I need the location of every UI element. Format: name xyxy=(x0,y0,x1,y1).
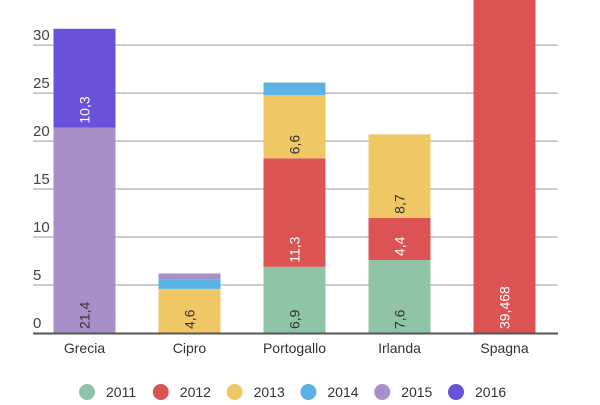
x-tick-label: Cipro xyxy=(173,340,207,356)
x-tick-label: Portogallo xyxy=(263,340,326,356)
bar-segment-2015 xyxy=(53,127,116,333)
legend-marker-icon xyxy=(152,384,169,400)
data-label: 6,6 xyxy=(287,135,303,155)
legend-label: 2013 xyxy=(254,384,285,400)
legend-marker-icon xyxy=(374,384,391,400)
legend-item-2011: 2011 xyxy=(79,384,136,400)
x-axis: Grecia Cipro Portogallo Irlanda Spagna xyxy=(33,332,558,356)
legend-marker-icon xyxy=(448,384,464,400)
y-tick-label: 5 xyxy=(33,267,41,284)
bars: 21,4 10,3 4,6 6,9 11,3 6,6 7,6 4,4 8,7 39,468 xyxy=(53,0,536,333)
legend-label: 2016 xyxy=(475,384,506,400)
legend-item-2014: 2014 xyxy=(300,384,359,400)
y-tick-label: 0 xyxy=(33,315,41,332)
bar-segment-2016 xyxy=(53,28,116,128)
y-tick-label: 10 xyxy=(33,219,50,236)
data-label: 7,6 xyxy=(392,309,408,329)
bar-segment-2013 xyxy=(368,134,431,218)
x-tick-label: Irlanda xyxy=(378,340,421,356)
y-tick-label: 30 xyxy=(33,27,50,44)
legend-item-2015: 2015 xyxy=(374,384,433,400)
data-label: 4,4 xyxy=(392,236,408,256)
legend-item-2016: 2016 xyxy=(448,384,506,400)
data-label: 11,3 xyxy=(287,236,303,262)
legend-marker-icon xyxy=(300,384,317,400)
legend-label: 2014 xyxy=(327,384,358,400)
data-label: 21,4 xyxy=(77,302,93,329)
legend-label: 2015 xyxy=(401,384,432,400)
bar-segment-2014 xyxy=(263,82,326,96)
bar-segment-2012 xyxy=(263,158,326,267)
bar-segment-2015 xyxy=(158,273,221,280)
legend-marker-icon xyxy=(79,384,95,400)
bar-segment-2013 xyxy=(158,288,221,333)
y-axis: 0 5 10 15 20 25 30 xyxy=(33,27,50,332)
bar-segment-2014 xyxy=(158,279,221,289)
data-label: 10,3 xyxy=(77,96,93,123)
y-tick-label: 15 xyxy=(33,171,50,188)
legend-item-2012: 2012 xyxy=(152,384,211,400)
legend-label: 2012 xyxy=(180,384,211,400)
bar-segment-2012 xyxy=(473,0,536,333)
data-label: 8,7 xyxy=(392,194,408,214)
y-tick-label: 20 xyxy=(33,123,50,140)
legend-marker-icon xyxy=(226,384,243,400)
x-tick-label: Grecia xyxy=(64,340,105,356)
bar-segment-2012 xyxy=(368,217,431,261)
bar-segment-2011 xyxy=(263,266,326,333)
data-label: 39,468 xyxy=(497,286,513,329)
legend-label: 2011 xyxy=(106,384,136,400)
y-tick-label: 25 xyxy=(33,75,50,92)
x-tick-label: Spagna xyxy=(480,340,528,356)
legend: 2011 2012 2013 2014 2015 2016 xyxy=(79,384,506,400)
bar-segment-2011 xyxy=(368,260,431,333)
data-label: 4,6 xyxy=(182,309,198,329)
bar-segment-2013 xyxy=(263,95,326,159)
legend-item-2013: 2013 xyxy=(226,384,285,400)
data-label: 6,9 xyxy=(287,309,303,329)
